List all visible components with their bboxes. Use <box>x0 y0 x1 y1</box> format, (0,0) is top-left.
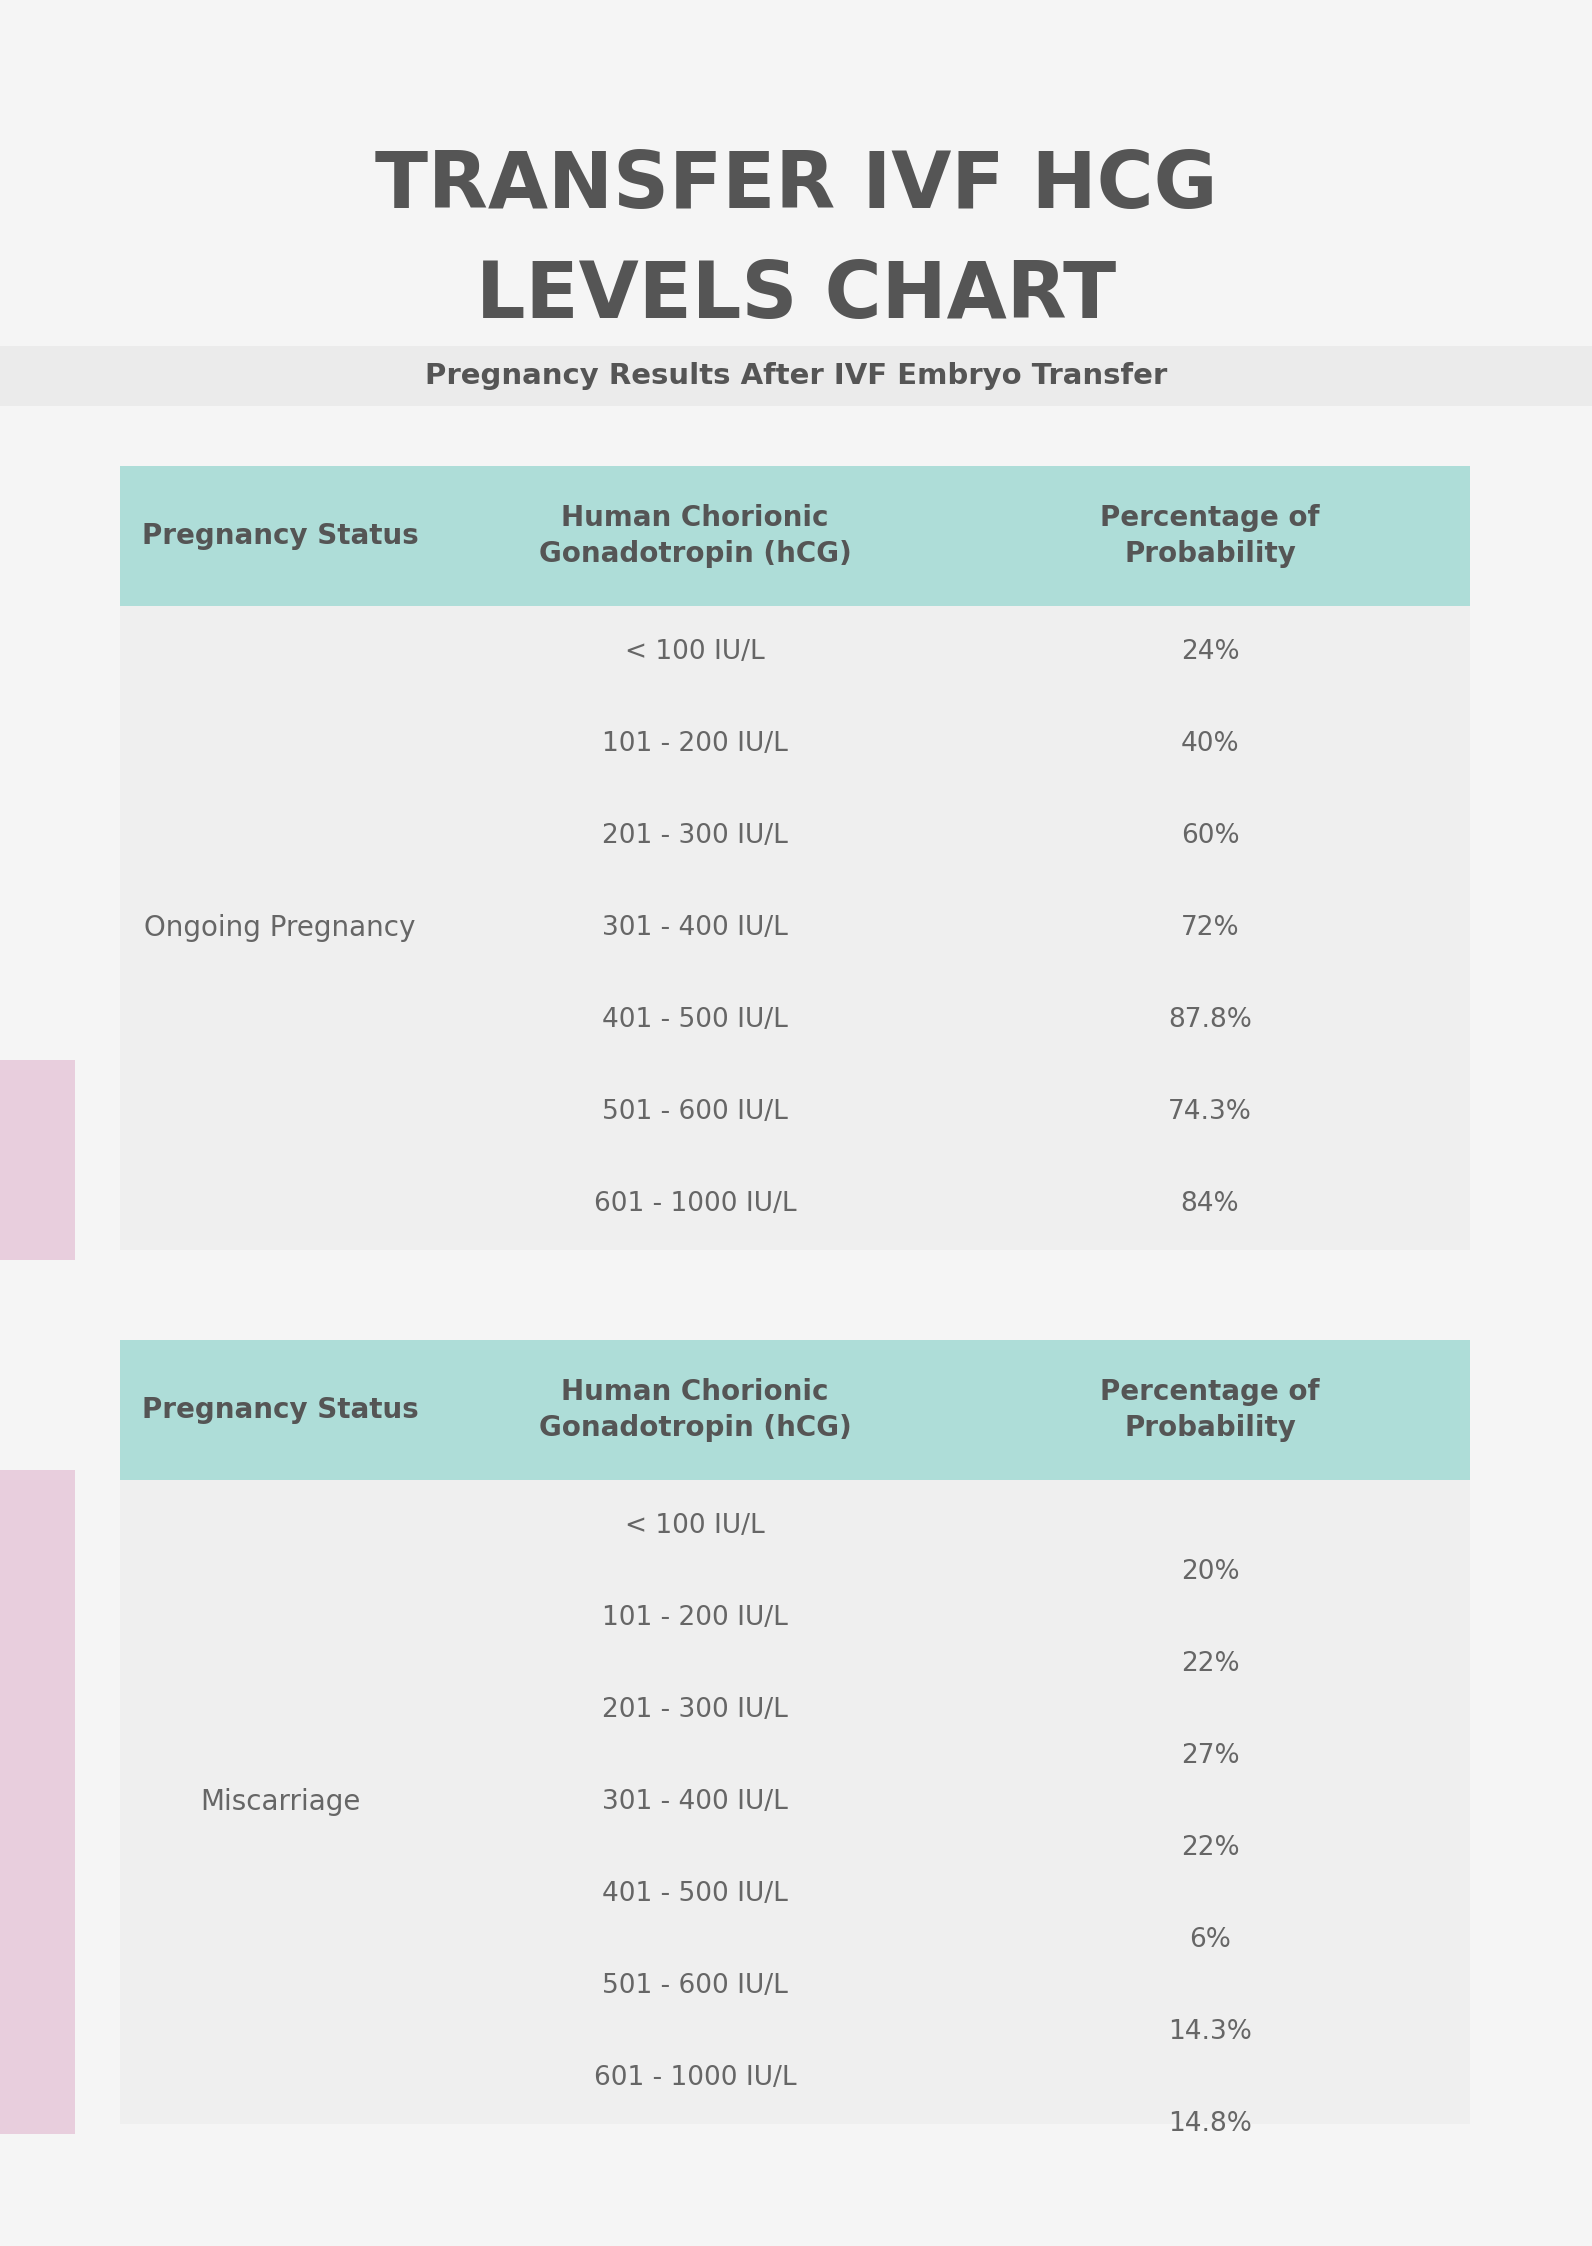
Text: 201 - 300 IU/L: 201 - 300 IU/L <box>602 1698 788 1723</box>
Text: Human Chorionic
Gonadotropin (hCG): Human Chorionic Gonadotropin (hCG) <box>538 1377 852 1442</box>
FancyBboxPatch shape <box>119 606 1469 1251</box>
Text: 22%: 22% <box>1181 1651 1239 1678</box>
Text: Human Chorionic
Gonadotropin (hCG): Human Chorionic Gonadotropin (hCG) <box>538 503 852 568</box>
Text: 14.3%: 14.3% <box>1169 2019 1251 2046</box>
Text: 6%: 6% <box>1189 1927 1231 1954</box>
Text: 501 - 600 IU/L: 501 - 600 IU/L <box>602 1098 788 1125</box>
FancyBboxPatch shape <box>0 346 1592 407</box>
Text: Ongoing Pregnancy: Ongoing Pregnancy <box>145 914 416 941</box>
Text: 101 - 200 IU/L: 101 - 200 IU/L <box>602 730 788 757</box>
FancyBboxPatch shape <box>0 0 1592 366</box>
Text: 87.8%: 87.8% <box>1169 1006 1251 1033</box>
Text: 301 - 400 IU/L: 301 - 400 IU/L <box>602 1790 788 1815</box>
Text: 401 - 500 IU/L: 401 - 500 IU/L <box>602 1006 788 1033</box>
Text: Percentage of
Probability: Percentage of Probability <box>1100 1377 1320 1442</box>
Text: 601 - 1000 IU/L: 601 - 1000 IU/L <box>594 1190 796 1217</box>
Text: < 100 IU/L: < 100 IU/L <box>626 1514 764 1539</box>
Text: 72%: 72% <box>1181 914 1239 941</box>
FancyBboxPatch shape <box>0 1469 75 2134</box>
Text: 401 - 500 IU/L: 401 - 500 IU/L <box>602 1880 788 1907</box>
Text: LEVELS CHART: LEVELS CHART <box>476 258 1116 335</box>
FancyBboxPatch shape <box>119 1341 1469 1480</box>
Text: Pregnancy Status: Pregnancy Status <box>142 521 419 550</box>
FancyBboxPatch shape <box>0 1060 75 1260</box>
Text: 84%: 84% <box>1181 1190 1239 1217</box>
Text: Miscarriage: Miscarriage <box>201 1788 360 1817</box>
Text: 101 - 200 IU/L: 101 - 200 IU/L <box>602 1606 788 1631</box>
Text: 24%: 24% <box>1181 640 1239 665</box>
FancyBboxPatch shape <box>119 465 1469 606</box>
Text: 40%: 40% <box>1181 730 1239 757</box>
Text: < 100 IU/L: < 100 IU/L <box>626 640 764 665</box>
Text: 201 - 300 IU/L: 201 - 300 IU/L <box>602 822 788 849</box>
Text: 601 - 1000 IU/L: 601 - 1000 IU/L <box>594 2064 796 2091</box>
Polygon shape <box>950 0 1592 386</box>
Text: 14.8%: 14.8% <box>1169 2111 1251 2136</box>
Text: 20%: 20% <box>1181 1559 1239 1586</box>
Text: 74.3%: 74.3% <box>1169 1098 1251 1125</box>
Text: TRANSFER IVF HCG: TRANSFER IVF HCG <box>374 148 1218 225</box>
Text: 60%: 60% <box>1181 822 1239 849</box>
Text: Percentage of
Probability: Percentage of Probability <box>1100 503 1320 568</box>
Text: 22%: 22% <box>1181 1835 1239 1862</box>
Text: 27%: 27% <box>1181 1743 1239 1770</box>
Text: 301 - 400 IU/L: 301 - 400 IU/L <box>602 914 788 941</box>
Text: Pregnancy Results After IVF Embryo Transfer: Pregnancy Results After IVF Embryo Trans… <box>425 362 1167 391</box>
Text: 501 - 600 IU/L: 501 - 600 IU/L <box>602 1972 788 1999</box>
Text: Pregnancy Status: Pregnancy Status <box>142 1397 419 1424</box>
FancyBboxPatch shape <box>119 1480 1469 2125</box>
